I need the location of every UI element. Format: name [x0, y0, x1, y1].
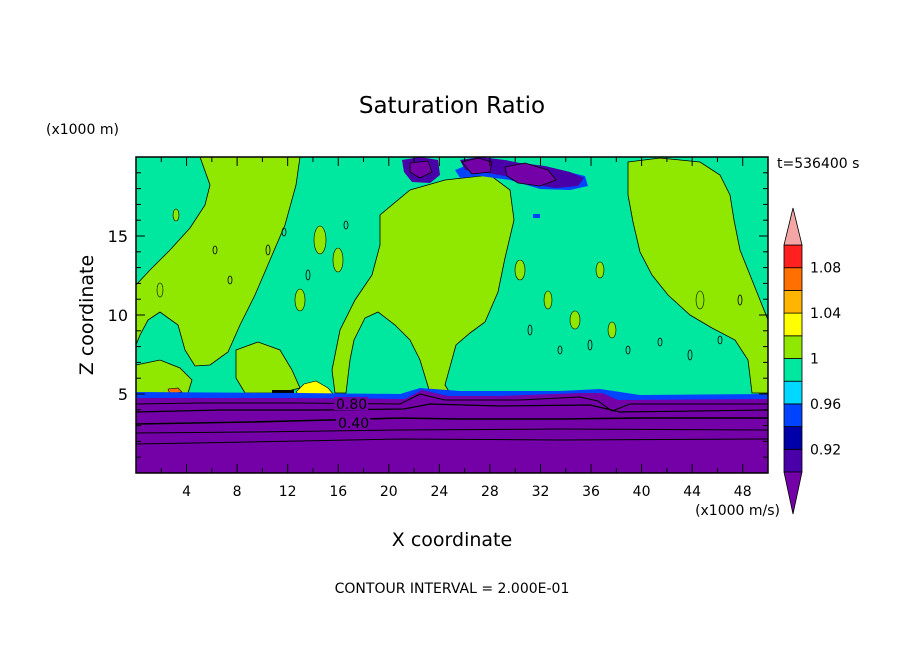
x-axis-ticks: 4 8 12 16 20 24 28 32 36 40 44 48 [160, 157, 752, 500]
colorbar-tick-label: 1.08 [810, 261, 841, 277]
y-tick-label: 15 [108, 227, 128, 246]
x-tick-label: 8 [233, 484, 242, 500]
x-tick-label: 40 [633, 484, 651, 500]
x-axis-title: X coordinate [392, 529, 512, 551]
y-unit-label: (x1000 m) [46, 122, 119, 138]
colorbar-segment [783, 289, 803, 314]
region-gt1-lower-left [136, 359, 193, 394]
colorbar-under-triangle [783, 471, 803, 515]
x-tick-label: 20 [380, 484, 398, 500]
colorbar-over-triangle [783, 207, 803, 246]
contour-label-0.80-bg [334, 397, 368, 410]
contour-label-0.40-bg [336, 416, 370, 429]
colorbar-tick-label: 0.92 [810, 442, 841, 458]
colorbar-tick-label: 0.96 [810, 397, 841, 413]
y-axis-title: Z coordinate [76, 255, 98, 375]
colorbar-segment [783, 426, 803, 450]
region-gt1-right [627, 157, 768, 394]
scattered-cells [156, 208, 705, 339]
cloud-base-black-patch [272, 390, 294, 393]
region-gt1-mid [331, 174, 515, 394]
contour-field [136, 157, 768, 473]
contour-label-0.40: 0.40 [338, 416, 369, 432]
contour-interval-footer: CONTOUR INTERVAL = 2.000E-01 [335, 581, 570, 597]
x-tick-label: 4 [182, 484, 191, 500]
x-unit-label: (x1000 m/s) [695, 503, 780, 519]
colorbar-labels: 0.92 0.96 1 1.04 1.08 [810, 261, 841, 459]
y-tick-label: 5 [118, 385, 128, 404]
colorbar-segment [783, 335, 803, 359]
colorbar-tick-label: 1 [810, 352, 819, 368]
time-label: t=536400 s [777, 156, 859, 172]
dry-layer [136, 390, 768, 473]
dry-layer-contours [136, 393, 768, 445]
x-tick-label: 16 [329, 484, 347, 500]
small-contour-specks [212, 220, 743, 361]
colorbar-segment [783, 403, 803, 427]
y-tick-label: 10 [108, 306, 128, 325]
x-tick-label: 28 [481, 484, 499, 500]
y-axis-ticks: 5 10 15 [108, 172, 768, 458]
colorbar-segment [783, 244, 803, 269]
colorbar-segment [783, 380, 803, 405]
colorbar-segment [783, 448, 803, 473]
region-gt1-left [136, 157, 301, 367]
upper-dry-pockets [402, 157, 588, 218]
colorbar-tick-label: 1.04 [810, 306, 841, 322]
contour-label-0.80: 0.80 [336, 397, 367, 413]
x-tick-label: 36 [582, 484, 600, 500]
x-tick-label: 12 [279, 484, 297, 500]
x-tick-label: 48 [734, 484, 752, 500]
colorbar-segment [783, 358, 803, 382]
colorbar-segment [783, 312, 803, 337]
colorbar [783, 207, 803, 515]
x-tick-label: 44 [683, 484, 701, 500]
x-tick-label: 32 [532, 484, 550, 500]
chart-title: Saturation Ratio [359, 93, 545, 119]
x-tick-label: 24 [430, 484, 448, 500]
colorbar-segment [783, 267, 803, 291]
